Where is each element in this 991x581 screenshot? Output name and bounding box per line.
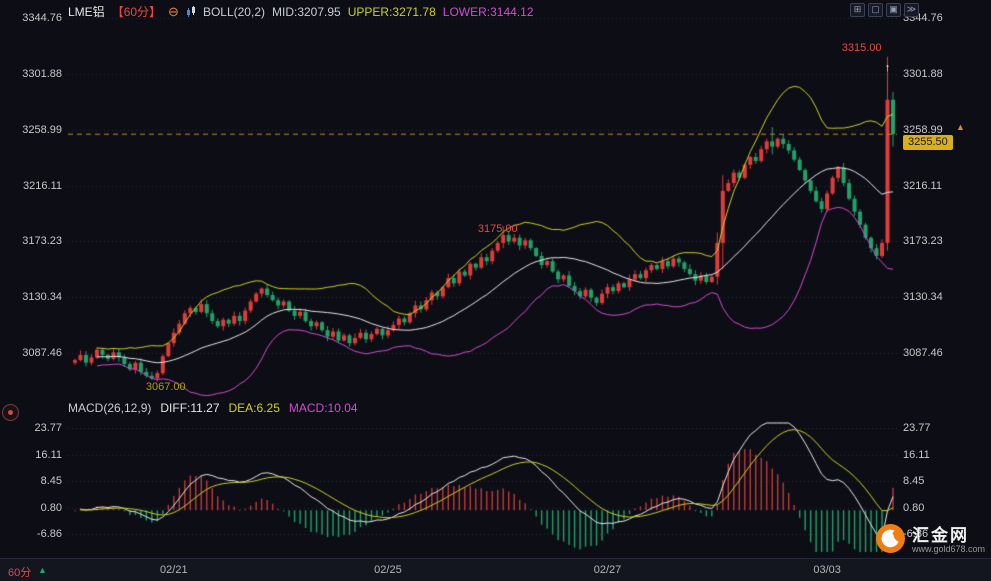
price-axis-right-label: 3258.99 [903, 123, 943, 136]
logo-icon [875, 523, 906, 559]
macd-axis-right-label: 16.11 [903, 448, 930, 461]
price-axis-left-label: 3130.34 [22, 291, 62, 304]
macd-formula-label: MACD(26,12,9) [68, 401, 152, 415]
price-axis-right-label: 3087.46 [903, 347, 943, 359]
macd-diff-value: DIFF:11.27 [160, 401, 220, 415]
x-axis-label: 03/03 [813, 564, 841, 576]
price-axis-left-label: 3087.46 [22, 347, 62, 359]
price-axis-left-label: 3258.99 [22, 123, 62, 136]
logo-url: www.gold678.com [911, 544, 985, 555]
x-axis-label: 02/27 [593, 564, 622, 576]
price-axis-right-label: 3301.88 [903, 67, 943, 80]
macd-legend: MACD(26,12,9) DIFF:11.27 DEA:6.25 MACD:1… [68, 401, 358, 415]
x-axis-label: 02/21 [160, 564, 188, 576]
site-logo: 汇金网 www.gold678.com [875, 523, 985, 559]
grid-view-button[interactable]: ⊞ [850, 3, 865, 17]
forward-button[interactable]: ≫ [904, 3, 919, 17]
chart-annotation: 3315.00 [841, 41, 882, 54]
badge-dot-icon [8, 410, 13, 415]
macd-axis-left-label: 8.45 [40, 475, 62, 487]
boll-label: BOLL(20,2) [202, 4, 265, 19]
chart-annotation: ↑ [884, 62, 891, 75]
logo-name: 汇金网 [911, 525, 969, 545]
boll-mid-value: MID:3207.95 [272, 4, 341, 19]
chart-annotation: 3175.00 [477, 222, 518, 235]
period-label: 【60分】 [111, 5, 162, 19]
macd-axis-left-label: 0.80 [40, 501, 62, 514]
price-axis-left-label: 3301.88 [22, 67, 62, 80]
macd-axis-left-label: 23.77 [34, 422, 62, 434]
x-axis-label: 02/25 [374, 564, 402, 576]
symbol-name: LME铝 [68, 5, 105, 19]
window-controls: ⊞ ▢ ▣ ≫ [850, 3, 919, 17]
up-triangle-icon: ▲ [38, 565, 47, 575]
macd-axis-left-label: 16.11 [35, 448, 62, 461]
floating-badge-icon[interactable] [2, 404, 19, 421]
chart-legend: LME铝 【60分】 ⊖ BOLL(20,2) MID:3207.95 UPPE… [68, 3, 534, 20]
macd-hist-value: MACD:10.04 [288, 401, 358, 415]
price-axis-right-label: 3173.23 [903, 235, 943, 248]
boll-upper-value: UPPER:3271.78 [347, 4, 436, 19]
macd-axis-right-label: -6.86 [903, 528, 929, 540]
time-axis-bar: 60分 ▲ 02/21 02/25 02/27 03/03 [0, 558, 991, 581]
macd-axis-left-label: -6.86 [36, 528, 62, 540]
price-axis-right-label: 3216.11 [903, 179, 942, 192]
macd-dea-value: DEA:6.25 [228, 401, 280, 415]
boll-lower-value: LOWER:3144.12 [442, 4, 534, 19]
macd-axis-right-label: 0.80 [903, 501, 925, 514]
macd-axis-right-label: 8.45 [903, 475, 925, 487]
price-up-marker: ▲ [956, 122, 965, 133]
price-axis-right-label: 3130.34 [903, 291, 943, 304]
macd-axis-right-label: 23.77 [903, 422, 931, 434]
chart-annotation: 3067.00 [145, 381, 186, 394]
window-cascade-button[interactable]: ▣ [886, 3, 901, 17]
price-axis-left-label: 3216.11 [23, 179, 62, 192]
price-axis-left-label: 3344.76 [22, 12, 62, 24]
footer-period-label[interactable]: 60分 [8, 567, 32, 579]
window-tile-button[interactable]: ▢ [868, 3, 883, 17]
last-price-tag: 3255.50 [903, 135, 953, 151]
price-axis-left-label: 3173.23 [22, 235, 62, 248]
candle-indicator-icon [186, 5, 196, 18]
collapse-indicator-icon[interactable]: ⊖ [168, 3, 179, 19]
